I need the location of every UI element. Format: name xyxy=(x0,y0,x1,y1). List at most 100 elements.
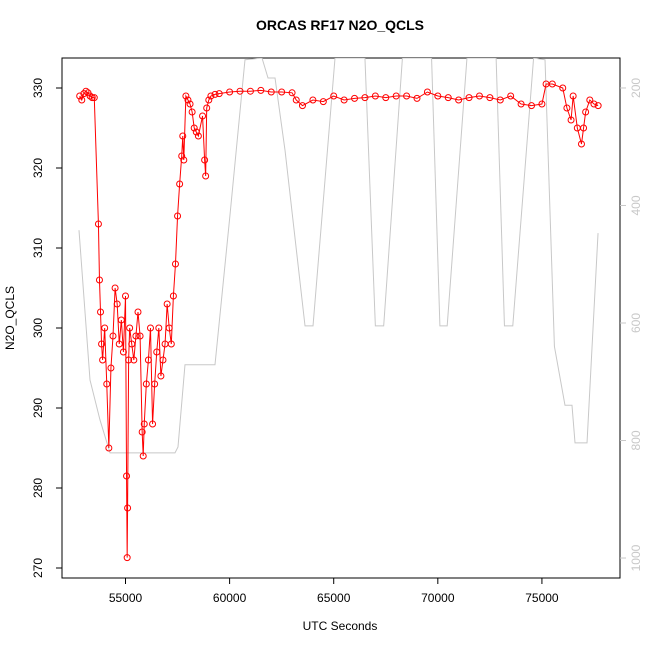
data-point xyxy=(97,308,105,316)
series-line xyxy=(78,58,599,454)
data-point xyxy=(507,92,515,100)
data-point xyxy=(434,92,442,100)
data-point xyxy=(188,108,196,116)
data-point xyxy=(423,88,431,96)
data-point xyxy=(134,308,142,316)
data-point xyxy=(298,102,306,110)
data-point xyxy=(548,80,556,88)
data-point xyxy=(169,292,177,300)
y-tick-label: 280 xyxy=(31,478,45,498)
plot-area xyxy=(76,58,602,562)
chart-title: ORCAS RF17 N2O_QCLS xyxy=(256,17,424,33)
data-point xyxy=(202,172,210,180)
data-point xyxy=(78,96,86,104)
data-point xyxy=(267,88,275,96)
data-point xyxy=(392,92,400,100)
data-point xyxy=(82,87,90,95)
data-point xyxy=(194,132,202,140)
data-point xyxy=(563,104,571,112)
data-point xyxy=(151,380,159,388)
data-point xyxy=(199,112,207,120)
data-point xyxy=(528,102,536,110)
data-point xyxy=(153,348,161,356)
y2-tick-label: 800 xyxy=(629,430,643,450)
data-point xyxy=(582,108,590,116)
data-point xyxy=(163,300,171,308)
data-point xyxy=(179,132,187,140)
data-point xyxy=(132,332,140,340)
data-point xyxy=(184,96,192,104)
data-point xyxy=(140,420,148,428)
x-tick-label: 55000 xyxy=(109,591,143,605)
data-point xyxy=(207,92,215,100)
data-point xyxy=(117,316,125,324)
data-point xyxy=(594,102,602,110)
data-point xyxy=(178,152,186,160)
y-tick-label: 290 xyxy=(31,398,45,418)
data-point xyxy=(444,94,452,102)
data-point xyxy=(122,292,130,300)
data-point xyxy=(486,94,494,102)
y-tick-label: 320 xyxy=(31,158,45,178)
data-point xyxy=(215,90,223,98)
data-point xyxy=(136,332,144,340)
data-point xyxy=(95,276,103,284)
data-point xyxy=(586,96,594,104)
data-point xyxy=(111,284,119,292)
data-point xyxy=(94,220,102,228)
data-point xyxy=(475,92,483,100)
data-point xyxy=(119,348,127,356)
data-point xyxy=(101,324,109,332)
data-point xyxy=(382,94,390,102)
data-point xyxy=(330,92,338,100)
x-tick-label: 75000 xyxy=(525,591,559,605)
data-point xyxy=(157,372,165,380)
data-point xyxy=(144,356,152,364)
data-point xyxy=(138,428,146,436)
data-point xyxy=(90,94,98,102)
data-point xyxy=(171,260,179,268)
x-tick-label: 65000 xyxy=(317,591,351,605)
data-point xyxy=(246,87,254,95)
data-point xyxy=(186,100,194,108)
y2-tick-label: 200 xyxy=(629,78,643,98)
data-point xyxy=(109,332,117,340)
data-point xyxy=(165,324,173,332)
data-point xyxy=(139,452,147,460)
data-point xyxy=(288,89,296,97)
data-point xyxy=(292,96,300,104)
data-point xyxy=(113,300,121,308)
data-point xyxy=(180,156,188,164)
data-point xyxy=(590,100,598,108)
x-tick-label: 70000 xyxy=(421,591,455,605)
data-point xyxy=(465,94,473,102)
data-point xyxy=(128,340,136,348)
data-point xyxy=(496,96,504,104)
data-point xyxy=(167,340,175,348)
x-tick-label: 60000 xyxy=(213,591,247,605)
data-point xyxy=(569,92,577,100)
x-axis-label: UTC Seconds xyxy=(303,619,378,633)
data-point xyxy=(413,94,421,102)
data-point xyxy=(236,87,244,95)
data-point xyxy=(201,156,209,164)
plot-frame xyxy=(61,57,621,579)
data-point xyxy=(126,324,134,332)
data-point xyxy=(159,356,167,364)
data-point xyxy=(403,92,411,100)
data-point xyxy=(371,92,379,100)
data-point xyxy=(278,88,286,96)
data-point xyxy=(123,472,131,480)
series-line xyxy=(79,83,599,558)
y2-tick-label: 600 xyxy=(629,313,643,333)
data-point xyxy=(205,96,213,104)
data-point xyxy=(351,94,359,102)
data-point xyxy=(103,380,111,388)
data-point xyxy=(182,92,190,100)
data-point xyxy=(149,420,157,428)
data-point xyxy=(174,212,182,220)
data-point xyxy=(538,100,546,108)
data-point xyxy=(125,356,133,364)
data-point xyxy=(146,324,154,332)
